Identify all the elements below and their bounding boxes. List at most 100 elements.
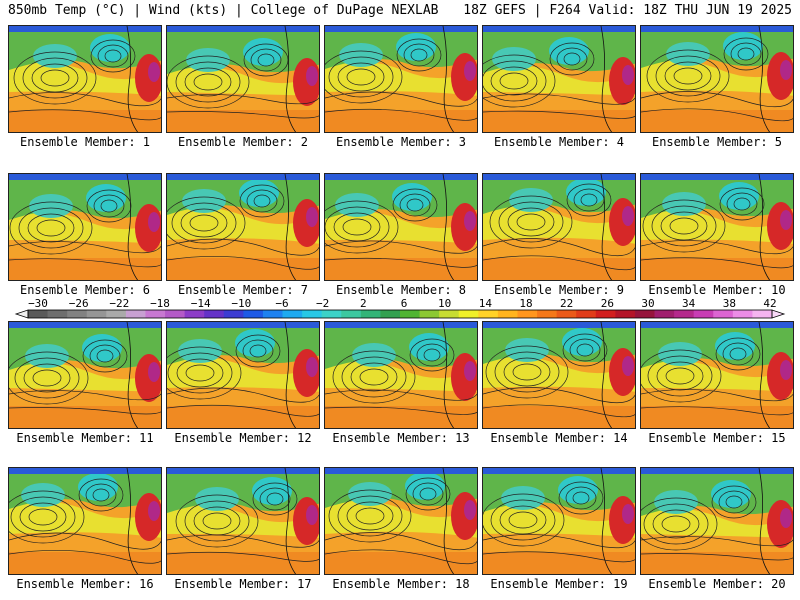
colorbar-tick-label: 34 xyxy=(682,298,696,310)
colorbar-swatch xyxy=(28,310,48,318)
colorbar-swatch xyxy=(478,310,499,318)
ensemble-member-label: Ensemble Member: 13 xyxy=(332,431,470,445)
ensemble-member-label: Ensemble Member: 5 xyxy=(651,135,783,149)
colorbar-swatch xyxy=(654,310,675,318)
colorbar-swatch xyxy=(184,310,205,318)
colorbar-swatch xyxy=(595,310,616,318)
ensemble-member-label: Ensemble Member: 18 xyxy=(332,577,470,591)
ensemble-member-label: Ensemble Member: 16 xyxy=(16,577,154,591)
colorbar-swatch xyxy=(556,310,577,318)
ensemble-member-map xyxy=(640,467,794,575)
ensemble-member-map xyxy=(166,25,320,133)
colorbar-swatch xyxy=(165,310,186,318)
ensemble-member-label: Ensemble Member: 4 xyxy=(493,135,625,149)
ensemble-member-label: Ensemble Member: 2 xyxy=(177,135,309,149)
colorbar-swatch xyxy=(360,310,381,318)
ensemble-member-label: Ensemble Member: 15 xyxy=(648,431,786,445)
colorbar-tick-label: 22 xyxy=(560,298,573,310)
ensemble-member-map xyxy=(8,25,162,133)
colorbar-tick-label: −18 xyxy=(150,298,170,310)
ensemble-member-map xyxy=(324,321,478,429)
colorbar-right-arrow xyxy=(771,309,786,319)
ensemble-member-map xyxy=(482,321,636,429)
ensemble-member-map xyxy=(482,173,636,281)
colorbar-swatch xyxy=(341,310,362,318)
colorbar-swatch xyxy=(125,310,146,318)
colorbar-swatch xyxy=(576,310,597,318)
colorbar-tick-label: −14 xyxy=(191,298,211,310)
colorbar-swatch xyxy=(380,310,401,318)
ensemble-member-label: Ensemble Member: 6 xyxy=(19,283,151,297)
colorbar-tick-label: −6 xyxy=(275,298,288,310)
colorbar-swatch xyxy=(634,310,655,318)
ensemble-member-label: Ensemble Member: 8 xyxy=(335,283,467,297)
ensemble-member-map xyxy=(640,321,794,429)
colorbar-swatch xyxy=(321,310,342,318)
ensemble-member-map xyxy=(640,25,794,133)
colorbar-tick-label: 26 xyxy=(601,298,614,310)
temperature-colorbar: −30 −26 −22 −18 −14 −10 −6 −2 2 6 10 14 18 22 26 30 34 38… xyxy=(14,298,786,319)
colorbar-swatch xyxy=(106,310,127,318)
colorbar-tick-label: 42 xyxy=(763,298,776,310)
colorbar-swatch xyxy=(517,310,538,318)
colorbar-swatch xyxy=(439,310,460,318)
colorbar-tick-label: 38 xyxy=(723,298,736,310)
ensemble-member-label: Ensemble Member: 17 xyxy=(174,577,312,591)
colorbar-tick-label: −2 xyxy=(316,298,329,310)
ensemble-member-map xyxy=(166,321,320,429)
ensemble-member-label: Ensemble Member: 12 xyxy=(174,431,312,445)
model-run-info: 18Z GEFS | F264 Valid: 18Z THU JUN 19 20… xyxy=(463,3,792,18)
colorbar-swatch xyxy=(752,310,773,318)
colorbar-tick-label: 30 xyxy=(641,298,654,310)
ensemble-member-map xyxy=(324,467,478,575)
colorbar-swatch xyxy=(86,310,107,318)
colorbar-tick-label: −10 xyxy=(231,298,251,310)
ensemble-member-map xyxy=(640,173,794,281)
colorbar-swatch xyxy=(537,310,558,318)
ensemble-member-label: Ensemble Member: 9 xyxy=(493,283,625,297)
colorbar-swatch xyxy=(732,310,753,318)
colorbar-swatch xyxy=(400,310,420,318)
map-title: 850mb Temp (°C) | Wind (kts) | College o… xyxy=(8,3,439,18)
colorbar-tick-label: 18 xyxy=(519,298,532,310)
colorbar-tick-label: −22 xyxy=(109,298,129,310)
colorbar-swatch xyxy=(47,310,68,318)
colorbar-tick-label: 6 xyxy=(401,298,408,310)
ensemble-member-label: Ensemble Member: 19 xyxy=(490,577,628,591)
ensemble-member-map xyxy=(324,25,478,133)
colorbar-swatch xyxy=(713,310,734,318)
ensemble-member-label: Ensemble Member: 10 xyxy=(648,283,786,297)
colorbar-tick-label: 10 xyxy=(438,298,451,310)
ensemble-member-label: Ensemble Member: 1 xyxy=(19,135,151,149)
ensemble-member-map xyxy=(8,467,162,575)
colorbar-swatch xyxy=(223,310,244,318)
ensemble-member-map xyxy=(482,467,636,575)
colorbar-swatch xyxy=(67,310,88,318)
colorbar-swatch xyxy=(282,310,303,318)
colorbar-tick-label: −26 xyxy=(69,298,89,310)
colorbar-swatch xyxy=(615,310,636,318)
colorbar-swatch xyxy=(419,310,440,318)
colorbar-swatch xyxy=(145,310,166,318)
ensemble-member-label: Ensemble Member: 14 xyxy=(490,431,628,445)
ensemble-member-label: Ensemble Member: 11 xyxy=(16,431,154,445)
ensemble-member-map xyxy=(8,321,162,429)
colorbar-left-arrow xyxy=(14,309,29,319)
colorbar-tick-label: −30 xyxy=(28,298,48,310)
colorbar-swatch xyxy=(204,310,225,318)
ensemble-member-label: Ensemble Member: 3 xyxy=(335,135,467,149)
colorbar-swatch xyxy=(262,310,283,318)
ensemble-member-map xyxy=(482,25,636,133)
ensemble-member-map xyxy=(8,173,162,281)
colorbar-swatch xyxy=(497,310,518,318)
colorbar-swatch xyxy=(458,310,479,318)
colorbar-tick-label: 2 xyxy=(360,298,367,310)
colorbar-swatch xyxy=(302,310,323,318)
ensemble-member-map xyxy=(166,173,320,281)
ensemble-member-map xyxy=(324,173,478,281)
colorbar-tick-label: 14 xyxy=(479,298,493,310)
colorbar-swatch xyxy=(243,310,264,318)
ensemble-member-map xyxy=(166,467,320,575)
ensemble-member-label: Ensemble Member: 20 xyxy=(648,577,786,591)
colorbar-swatch xyxy=(674,310,695,318)
